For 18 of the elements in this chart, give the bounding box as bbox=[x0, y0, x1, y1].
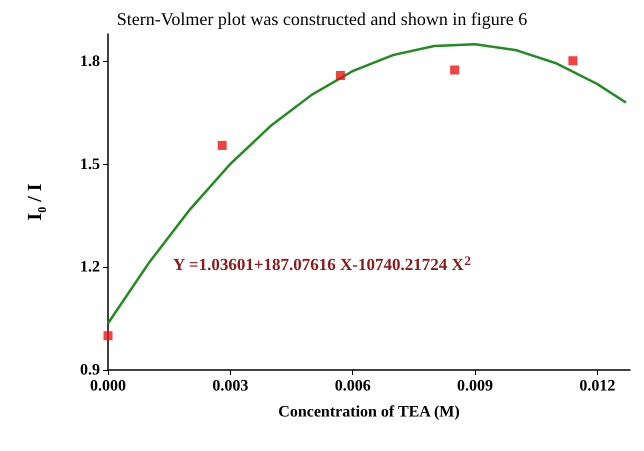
x-tick-label: 0.012 bbox=[579, 378, 616, 394]
y-tick-label: 1.8 bbox=[80, 52, 100, 70]
x-tick-label: 0.009 bbox=[457, 378, 494, 394]
y-tick-label: 1.2 bbox=[80, 258, 100, 276]
point bbox=[218, 140, 227, 150]
point bbox=[336, 70, 345, 80]
point bbox=[450, 66, 460, 74]
text: Stern-Volmer plot was constructed and shown in figure 6 bbox=[116, 9, 528, 29]
line-series bbox=[106, 43, 628, 325]
y-tick-label: 1.5 bbox=[80, 156, 100, 173]
y-tick-label: 0.9 bbox=[80, 362, 100, 378]
x-tick-label: 0.003 bbox=[212, 378, 248, 394]
x-tick-label: 0.006 bbox=[334, 378, 371, 394]
y-axis-title: I0 / I bbox=[24, 183, 49, 221]
point bbox=[568, 56, 578, 66]
x-axis-title: Concentration of TEA (M) bbox=[278, 404, 460, 420]
x-tick-label: 0.000 bbox=[90, 378, 126, 394]
point bbox=[104, 331, 112, 340]
